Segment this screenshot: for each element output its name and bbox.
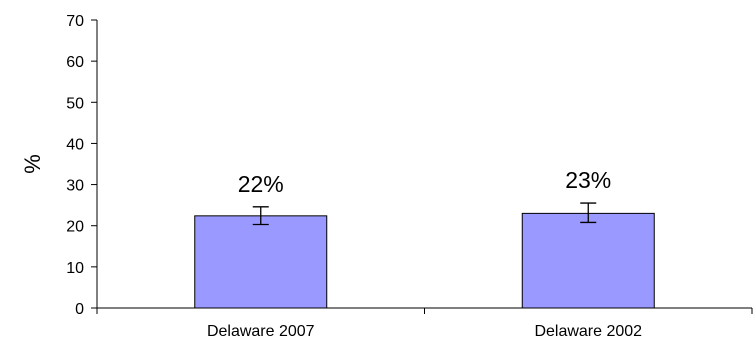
data-label: 22%: [238, 171, 284, 197]
x-axis: Delaware 2007 Delaware 2002: [96, 307, 753, 340]
x-tick-label: Delaware 2002: [534, 323, 642, 340]
y-axis-label: %: [20, 154, 45, 174]
y-axis: 0 10 20 30 40 50 60 70: [66, 13, 98, 318]
bars: [194, 202, 655, 309]
y-tick-label: 70: [66, 13, 84, 30]
data-label: 23%: [565, 167, 611, 193]
bar: [521, 212, 655, 309]
y-tick-label: 40: [66, 136, 84, 153]
y-tick-label: 50: [66, 95, 84, 112]
y-tick-label: 10: [66, 260, 84, 277]
y-tick-label: 0: [75, 301, 84, 318]
x-tick-label: Delaware 2007: [207, 323, 315, 340]
data-labels: 22% 23%: [238, 167, 612, 197]
y-tick-label: 60: [66, 54, 84, 71]
y-tick-label: 20: [66, 219, 84, 236]
y-tick-label: 30: [66, 178, 84, 195]
bar: [194, 215, 328, 309]
